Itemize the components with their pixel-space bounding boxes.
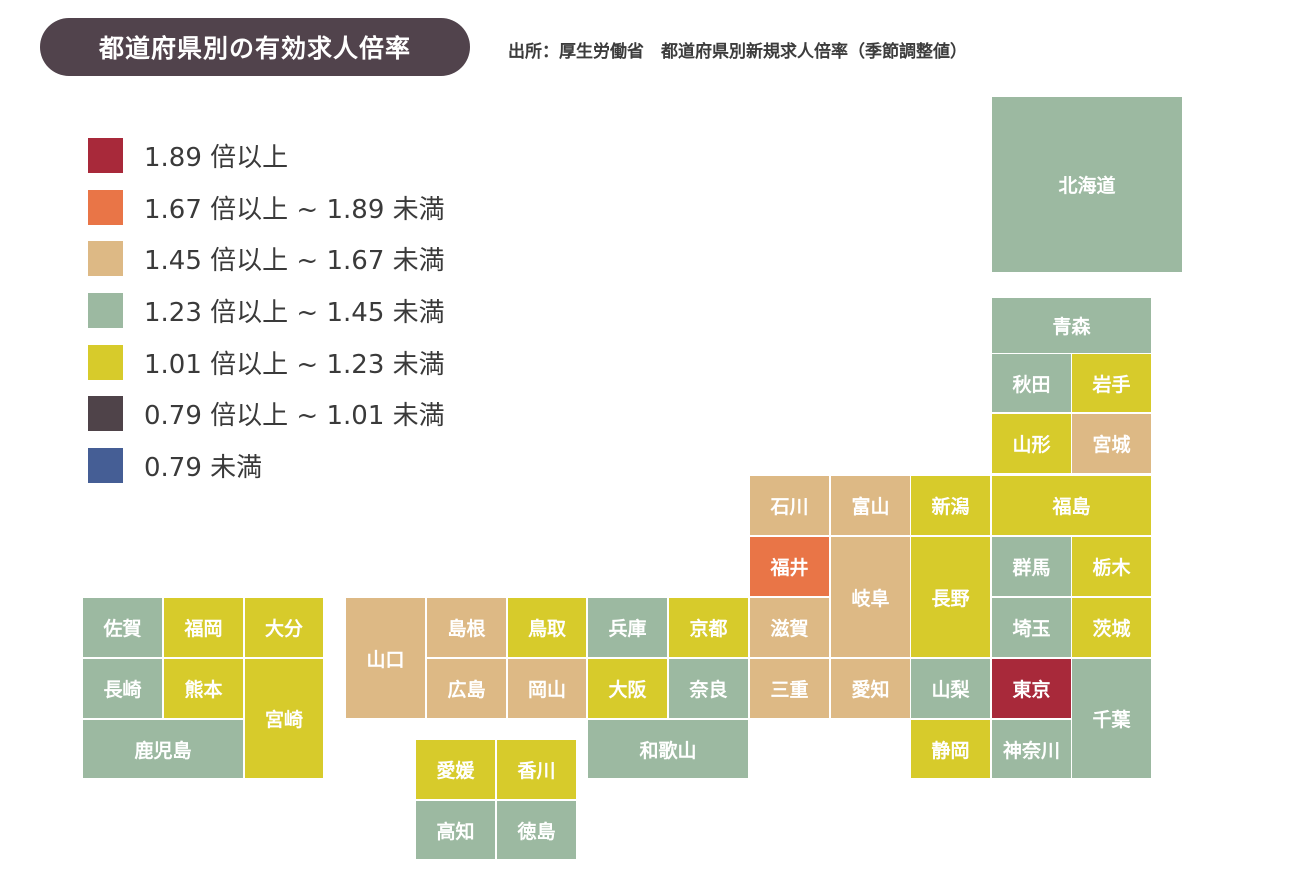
pref-fukui[interactable]: 福井 <box>749 536 830 597</box>
pref-kumamoto[interactable]: 熊本 <box>163 658 244 719</box>
legend-swatch <box>88 241 123 277</box>
legend-label: 1.01 倍以上 ~ 1.23 未満 <box>144 349 445 380</box>
pref-akita[interactable]: 秋田 <box>991 353 1072 413</box>
legend-label: 1.45 倍以上 ~ 1.67 未満 <box>144 246 445 277</box>
legend-swatch <box>88 447 123 483</box>
pref-yamagata[interactable]: 山形 <box>991 413 1072 474</box>
legend-swatch <box>88 396 123 432</box>
legend-item: 0.79 未満 <box>88 440 445 492</box>
pref-yamaguchi[interactable]: 山口 <box>345 597 426 719</box>
map-title: 都道府県別の有効求人倍率 <box>40 18 470 76</box>
pref-wakayama[interactable]: 和歌山 <box>587 719 749 779</box>
legend-label: 1.67 倍以上 ~ 1.89 未満 <box>144 194 445 225</box>
source-note: 出所：厚生労働省 都道府県別新規求人倍率（季節調整値） <box>508 42 967 62</box>
pref-fukushima[interactable]: 福島 <box>991 475 1152 536</box>
legend-item: 1.89 倍以上 <box>88 130 445 182</box>
pref-gifu[interactable]: 岐阜 <box>830 536 911 658</box>
pref-oita[interactable]: 大分 <box>244 597 324 658</box>
pref-saga[interactable]: 佐賀 <box>82 597 163 658</box>
legend-label: 1.89 倍以上 <box>144 143 289 174</box>
pref-niigata[interactable]: 新潟 <box>910 475 991 536</box>
legend: 1.89 倍以上 1.67 倍以上 ~ 1.89 未満 1.45 倍以上 ~ 1… <box>88 130 445 491</box>
pref-tokushima[interactable]: 徳島 <box>496 800 577 860</box>
pref-saitama[interactable]: 埼玉 <box>991 597 1072 658</box>
pref-aichi[interactable]: 愛知 <box>830 658 911 719</box>
pref-kyoto[interactable]: 京都 <box>668 597 749 658</box>
pref-kagawa[interactable]: 香川 <box>496 739 577 800</box>
legend-swatch <box>88 189 123 225</box>
pref-yamanashi[interactable]: 山梨 <box>910 658 991 719</box>
pref-mie[interactable]: 三重 <box>749 658 830 719</box>
legend-swatch <box>88 138 123 174</box>
pref-nagano[interactable]: 長野 <box>910 536 991 658</box>
pref-iwate[interactable]: 岩手 <box>1071 353 1152 413</box>
pref-toyama[interactable]: 富山 <box>830 475 911 536</box>
pref-ibaraki[interactable]: 茨城 <box>1071 597 1152 658</box>
pref-osaka[interactable]: 大阪 <box>587 658 668 719</box>
legend-label: 0.79 倍以上 ~ 1.01 未満 <box>144 401 445 432</box>
pref-tochigi[interactable]: 栃木 <box>1071 536 1152 597</box>
legend-item: 1.01 倍以上 ~ 1.23 未満 <box>88 336 445 388</box>
legend-item: 1.67 倍以上 ~ 1.89 未満 <box>88 182 445 234</box>
legend-swatch <box>88 293 123 329</box>
pref-shizuoka[interactable]: 静岡 <box>910 719 991 779</box>
pref-tottori[interactable]: 鳥取 <box>507 597 587 658</box>
legend-swatch <box>88 344 123 380</box>
pref-okayama[interactable]: 岡山 <box>507 658 587 719</box>
legend-item: 1.23 倍以上 ~ 1.45 未満 <box>88 285 445 337</box>
pref-kochi[interactable]: 高知 <box>415 800 496 860</box>
pref-hiroshima[interactable]: 広島 <box>426 658 507 719</box>
legend-item: 0.79 倍以上 ~ 1.01 未満 <box>88 388 445 440</box>
pref-nara[interactable]: 奈良 <box>668 658 749 719</box>
pref-ehime[interactable]: 愛媛 <box>415 739 496 800</box>
pref-tokyo[interactable]: 東京 <box>991 658 1072 719</box>
pref-aomori[interactable]: 青森 <box>991 297 1152 357</box>
pref-shimane[interactable]: 島根 <box>426 597 507 658</box>
pref-kagoshima[interactable]: 鹿児島 <box>82 719 244 779</box>
pref-shiga[interactable]: 滋賀 <box>749 597 830 658</box>
pref-chiba[interactable]: 千葉 <box>1071 658 1152 779</box>
legend-label: 1.23 倍以上 ~ 1.45 未満 <box>144 298 445 329</box>
pref-kanagawa[interactable]: 神奈川 <box>991 719 1072 779</box>
pref-ishikawa[interactable]: 石川 <box>749 475 830 536</box>
legend-item: 1.45 倍以上 ~ 1.67 未満 <box>88 233 445 285</box>
legend-label: 0.79 未満 <box>144 452 263 483</box>
pref-fukuoka[interactable]: 福岡 <box>163 597 244 658</box>
pref-hokkaido[interactable]: 北海道 <box>991 96 1183 273</box>
pref-hyogo[interactable]: 兵庫 <box>587 597 668 658</box>
pref-nagasaki[interactable]: 長崎 <box>82 658 163 719</box>
pref-miyagi[interactable]: 宮城 <box>1071 413 1152 474</box>
pref-gunma[interactable]: 群馬 <box>991 536 1072 597</box>
pref-miyazaki[interactable]: 宮崎 <box>244 658 324 779</box>
